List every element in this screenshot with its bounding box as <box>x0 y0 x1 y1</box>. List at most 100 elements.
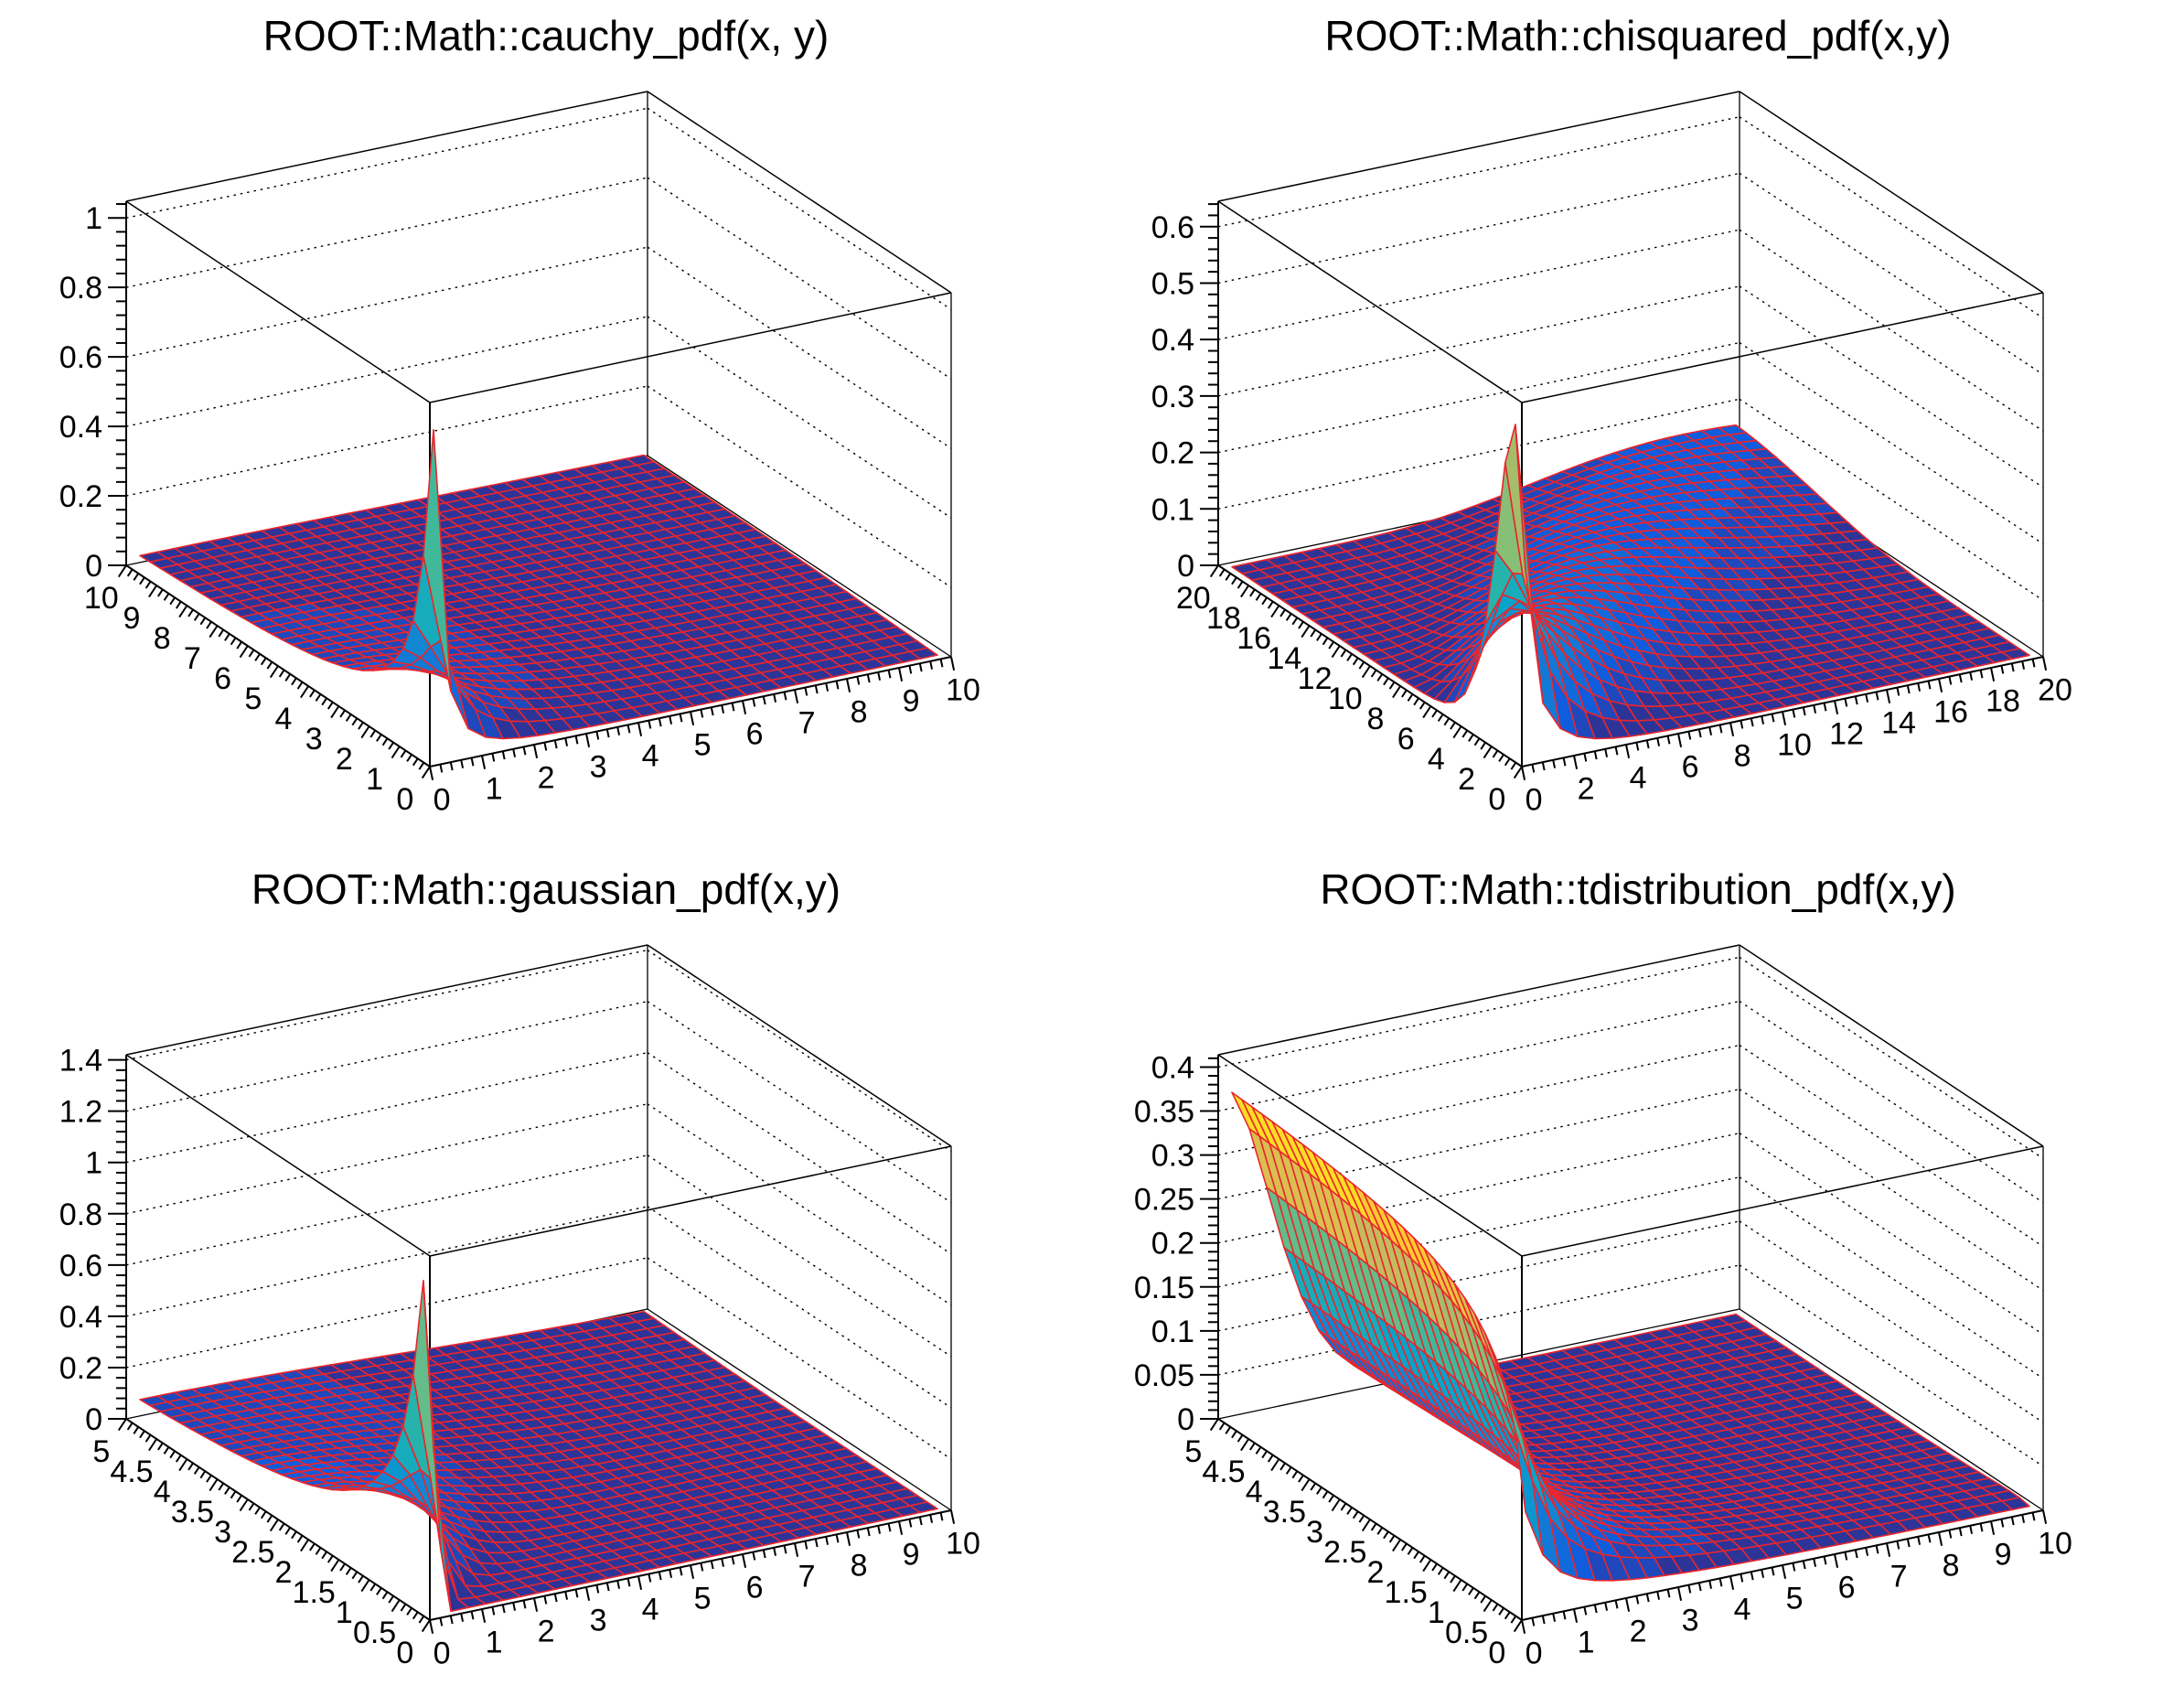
x-tick <box>1948 1530 1953 1539</box>
x-tick <box>877 1525 882 1534</box>
x-tick <box>1990 1520 1996 1535</box>
x-tick <box>1666 735 1671 745</box>
z-gridline <box>647 1001 952 1204</box>
x-tick <box>1958 673 1963 683</box>
x-tick <box>1562 1611 1567 1620</box>
z-tick-label: 0 <box>1177 1402 1194 1437</box>
y-tick <box>1249 1442 1256 1451</box>
z-gridline <box>1739 342 2044 545</box>
x-tick <box>1802 1560 1806 1570</box>
x-tick-label: 20 <box>2038 672 2072 707</box>
y-tick <box>1392 685 1402 699</box>
z-tick-label: 1.4 <box>59 1044 102 1079</box>
y-tick <box>1328 641 1334 650</box>
y-tick <box>1437 714 1444 722</box>
x-tick <box>752 698 756 707</box>
x-tick-label: 6 <box>1838 1570 1856 1605</box>
x-tick-label: 7 <box>798 1559 816 1594</box>
x-tick <box>1593 1604 1598 1614</box>
y-tick-label: 3 <box>1306 1515 1323 1550</box>
y-tick <box>1437 1567 1444 1575</box>
x-tick <box>543 742 548 751</box>
y-tick-label: 2 <box>336 742 353 777</box>
x-tick <box>1813 1558 1817 1567</box>
y-tick-label: 1 <box>336 1595 353 1630</box>
x-tick-label: 1 <box>486 1625 503 1659</box>
top-edge <box>125 1054 431 1257</box>
y-tick <box>369 729 377 738</box>
y-tick <box>1383 677 1389 686</box>
z-gridline <box>125 246 648 358</box>
y-tick <box>1322 1490 1329 1499</box>
y-tick <box>406 754 412 762</box>
y-tick-label: 0 <box>1488 1636 1505 1670</box>
y-tick <box>139 1430 145 1439</box>
y-tick <box>300 1539 310 1552</box>
x-tick-label: 0 <box>434 782 451 817</box>
x-tick <box>1635 1595 1640 1605</box>
z-tick-label: 0.2 <box>1151 1227 1194 1261</box>
y-tick <box>1291 617 1299 626</box>
x-tick <box>1614 1600 1619 1609</box>
y-tick <box>199 617 207 626</box>
x-tick <box>1687 1584 1692 1594</box>
x-tick <box>731 1556 735 1565</box>
z-tick-label: 0.6 <box>59 1249 102 1283</box>
y-tick <box>206 621 212 629</box>
x-tick <box>1677 733 1683 747</box>
pad-chisquared: ROOT::Math::chisquared_pdf(x,y) 0 0.1 0.2 0… <box>1092 0 2184 854</box>
x-tick <box>856 1530 861 1539</box>
x-tick <box>1531 1617 1536 1626</box>
x-tick <box>1917 682 1922 692</box>
y-tick <box>260 657 267 666</box>
x-tick <box>1593 750 1598 760</box>
x-tick-label: 7 <box>1890 1559 1908 1594</box>
x-tick <box>1666 1589 1671 1598</box>
z-gridline <box>1739 1000 2044 1204</box>
y-tick <box>1270 605 1280 618</box>
x-tick <box>595 731 600 740</box>
y-tick-label: 10 <box>1328 682 1363 716</box>
x-tick <box>2042 1509 2048 1524</box>
y-tick <box>1407 1547 1414 1555</box>
y-tick <box>1322 637 1329 646</box>
x-tick <box>1740 1573 1744 1583</box>
y-tick <box>1358 661 1365 670</box>
x-tick <box>887 1523 892 1532</box>
z-gridline <box>1739 1133 2044 1336</box>
x-tick <box>585 733 591 747</box>
x-tick <box>710 706 714 716</box>
y-tick <box>206 1475 212 1483</box>
top-edge <box>429 1145 952 1257</box>
y-tick <box>1452 725 1462 739</box>
top-edge <box>125 944 648 1056</box>
surface-plot-tdistribution: 00.050.10.150.20.250.30.350.40 1 2 3 4 5 6 7 8 9 1… <box>1134 944 2072 1670</box>
z-gridline <box>647 950 952 1153</box>
surface-plot-chisquared: 00.10.20.30.40.50.60 2 4 6 8 10 12 14 16 18 200246… <box>1151 91 2072 817</box>
x-tick-label: 5 <box>694 727 712 762</box>
y-tick <box>1422 1559 1432 1573</box>
z-gridline <box>647 385 952 588</box>
y-tick <box>1255 593 1262 601</box>
z-gridline <box>125 949 648 1061</box>
x-tick <box>543 1595 548 1605</box>
x-tick-label: 18 <box>1986 683 2020 718</box>
x-tick <box>825 1536 830 1545</box>
y-tick <box>1261 596 1268 606</box>
z-gridline <box>1739 398 2044 601</box>
x-tick <box>783 692 787 701</box>
x-tick-label: 4 <box>642 738 659 773</box>
y-tick <box>1473 737 1481 746</box>
z-tick-label: 0.2 <box>59 479 102 514</box>
y-tick <box>345 714 352 722</box>
x-tick <box>481 755 487 769</box>
z-tick-label: 0.1 <box>1151 1315 1194 1349</box>
z-tick-label: 0.2 <box>59 1351 102 1386</box>
y-tick-label: 1 <box>366 762 383 797</box>
x-tick <box>710 1560 714 1570</box>
x-tick <box>1562 757 1567 767</box>
y-tick <box>1261 1450 1268 1459</box>
y-tick <box>309 1542 316 1551</box>
x-tick <box>1521 766 1526 780</box>
z-tick-label: 0.1 <box>1151 492 1194 527</box>
